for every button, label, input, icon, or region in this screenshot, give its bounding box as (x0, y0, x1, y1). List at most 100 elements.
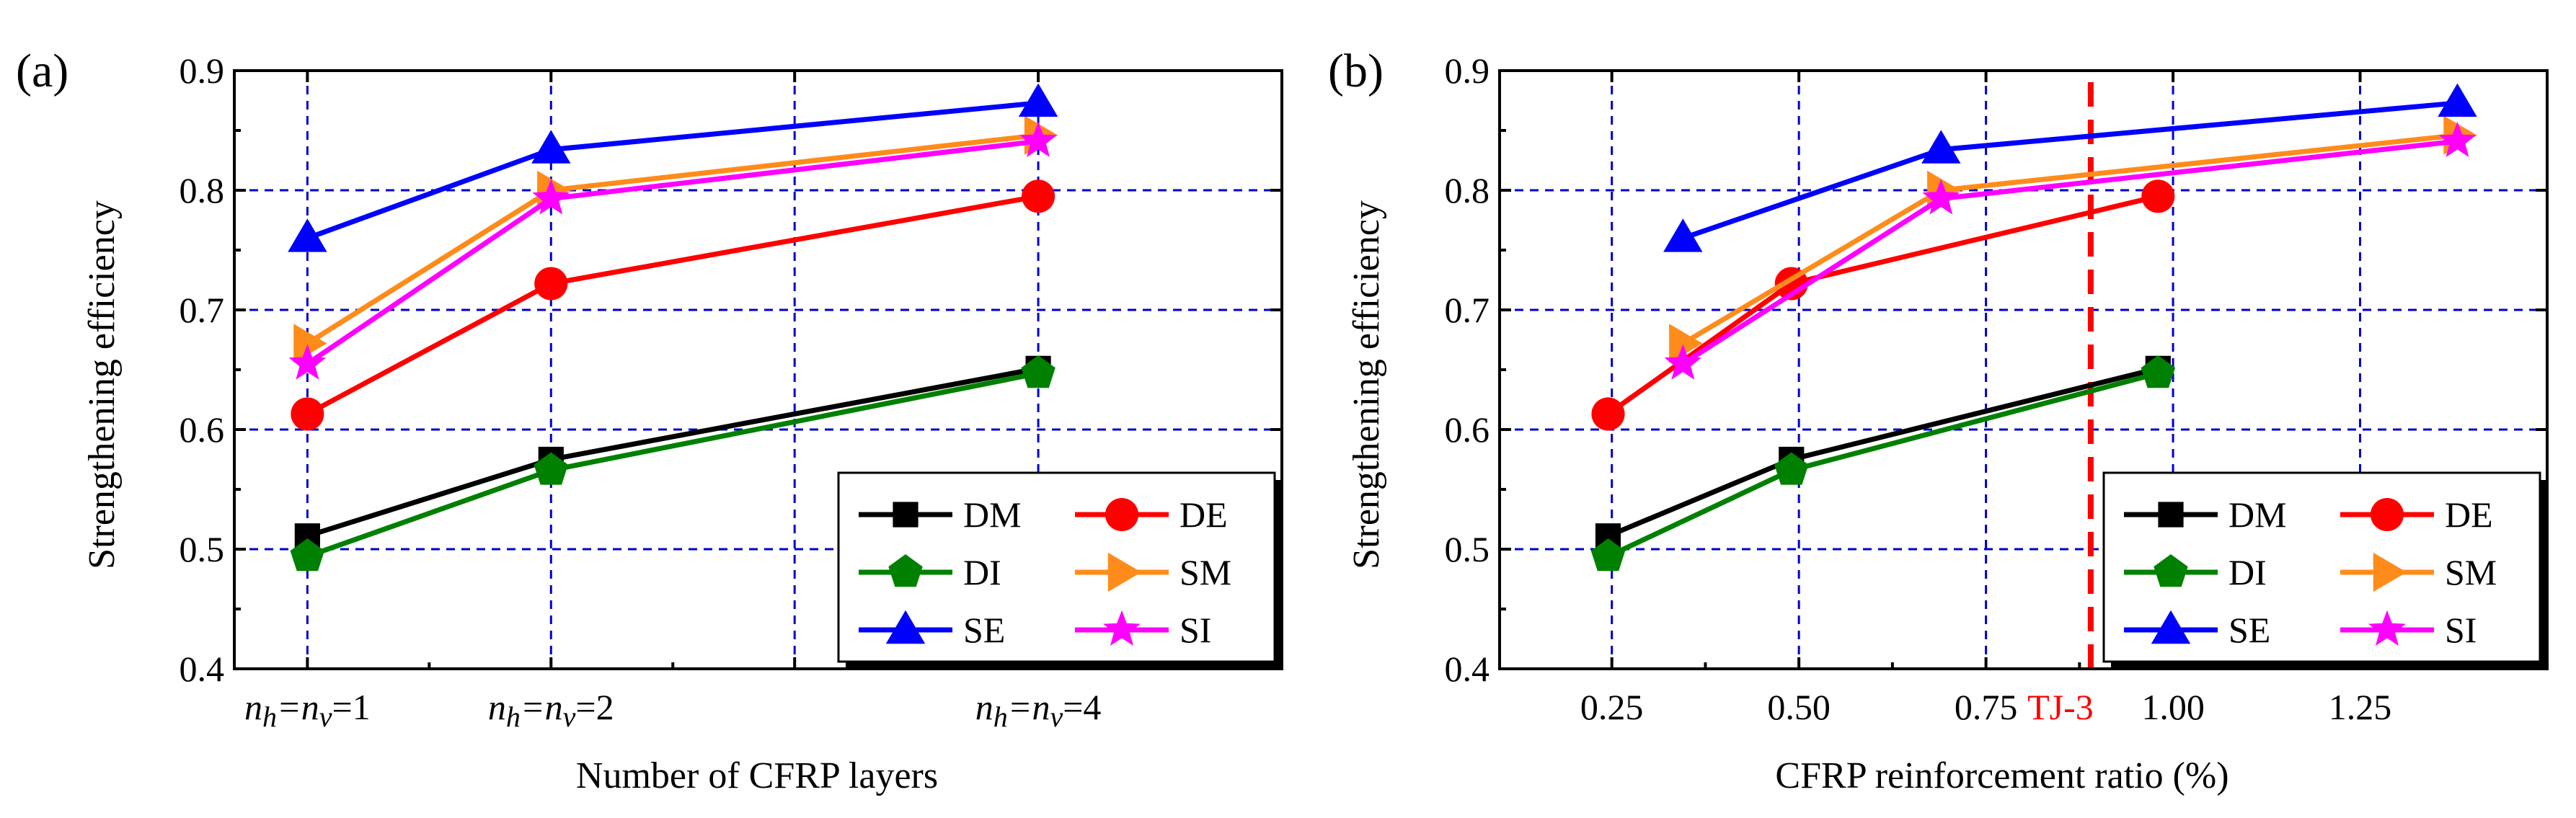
y-tick-label: 0.7 (180, 290, 225, 330)
data-point-se (1921, 130, 1961, 164)
data-point-di (290, 538, 325, 572)
series-group-b (1590, 83, 2477, 572)
plot-frame-a (233, 69, 1283, 670)
data-point-se (2438, 83, 2477, 117)
plot-frame-b (1498, 69, 2549, 670)
legend-marker-si (1103, 610, 1141, 646)
data-point-de (534, 267, 568, 301)
series-si (1664, 121, 2477, 380)
annotation-label: TJ-3 (2027, 687, 2094, 727)
legend-label: DI (2228, 552, 2267, 592)
series-se (1663, 83, 2477, 252)
legend-label: SI (2445, 610, 2477, 650)
y-tick-label: 0.9 (180, 50, 225, 91)
data-point-di (1590, 538, 1626, 572)
data-point-si (532, 179, 570, 215)
y-ticks-a: 0.4 0.5 0.6 0.7 0.8 0.9 (180, 50, 1282, 689)
legend-item-se: SE (859, 610, 1005, 650)
data-point-si (2438, 121, 2477, 157)
legend-item-sm: SM (1075, 552, 1231, 592)
legend-item-dm: DM (859, 494, 1022, 535)
x-tick-label: 1.00 (2141, 687, 2205, 727)
data-point-di (1774, 452, 1809, 485)
series-line-di (1607, 370, 2159, 559)
series-line-de (1606, 193, 2159, 417)
legend-a: DM DE DI SM SE SI (837, 471, 1282, 669)
y-tick-label: 0.4 (1445, 649, 1490, 689)
series-se (288, 83, 1058, 252)
legend-marker-de (1105, 497, 1139, 532)
legend-label: DI (963, 552, 1001, 592)
data-point-si (1664, 344, 1702, 380)
y-tick-label: 0.6 (180, 409, 225, 450)
legend-item-se: SE (2124, 610, 2270, 650)
y-ticks-b: 0.4 0.5 0.6 0.7 0.8 0.9 (1445, 50, 2547, 689)
data-point-si (1922, 179, 1960, 215)
legend-label: DM (2228, 494, 2287, 535)
legend-label: DE (2445, 494, 2493, 535)
data-point-sm (1669, 324, 1703, 363)
x-tick-label: 0.75 (1955, 687, 2018, 727)
x-tick-label: nh=nv=1 (244, 687, 371, 733)
legend-label: SI (1179, 610, 1211, 650)
data-point-de (291, 397, 324, 431)
legend-marker-se (885, 610, 926, 644)
legend-label: SE (963, 610, 1005, 650)
x-axis-title-a: Number of CFRP layers (576, 755, 938, 796)
x-tick-label: 0.25 (1580, 687, 1644, 727)
y-tick-label: 0.9 (1445, 50, 1490, 91)
legend-label: DE (1179, 494, 1228, 535)
panel-label-a: (a) (16, 45, 68, 97)
x-tick-label: 1.25 (2329, 687, 2392, 727)
chart-panel-a: (a) Strengthening efficiency Number of C… (16, 45, 1283, 796)
x-ticks-a: nh=nv=1 nh=nv=2 nh=nv=4 (244, 71, 1101, 733)
y-tick-label: 0.7 (1445, 290, 1490, 330)
legend-marker-dm (893, 502, 919, 528)
x-tick-label: 0.50 (1767, 687, 1831, 727)
legend-label: SM (1179, 552, 1231, 592)
x-tick-label: nh=nv=2 (488, 687, 614, 733)
y-tick-label: 0.5 (1445, 529, 1490, 569)
data-point-di (2141, 355, 2176, 388)
series-line-sm (306, 133, 1039, 346)
data-point-si (288, 344, 327, 380)
data-point-se (288, 218, 327, 252)
legend-b: DM DE DI SM SE SI (2102, 471, 2547, 669)
grid-a (234, 71, 1282, 669)
data-point-de (1022, 179, 1055, 213)
x-ticks-b: 0.25 0.50 0.75 1.00 1.25 (1580, 71, 2391, 727)
legend-item-de: DE (2340, 494, 2493, 535)
legend-item-dm: DM (2124, 494, 2287, 535)
data-point-de (1591, 397, 1625, 431)
legend-item-sm: SM (2340, 552, 2497, 592)
legend-item-si: SI (2340, 610, 2477, 650)
y-axis-title-a: Strengthening efficiency (81, 200, 123, 569)
legend-item-si: SI (1075, 610, 1211, 650)
y-tick-label: 0.6 (1445, 409, 1490, 450)
data-point-si (1019, 121, 1057, 157)
series-si (288, 121, 1057, 380)
y-axis-title-b: Strengthening efficiency (1346, 200, 1387, 569)
legend-item-de: DE (1075, 494, 1228, 535)
data-point-se (1018, 83, 1058, 117)
grid-b (1500, 71, 2547, 669)
legend-item-di: DI (859, 552, 1001, 592)
legend-marker-se (2151, 610, 2191, 644)
legend-label: DM (963, 494, 1022, 535)
data-point-de (2141, 179, 2175, 213)
data-point-sm (293, 324, 327, 363)
series-line-de (306, 193, 1039, 417)
legend-item-di: DI (2124, 552, 2267, 592)
series-di (1590, 355, 2176, 572)
series-di (290, 355, 1055, 572)
y-tick-label: 0.8 (1445, 170, 1490, 210)
legend-label: SM (2445, 552, 2497, 592)
data-point-se (1663, 218, 1703, 252)
legend-marker-si (2368, 610, 2406, 646)
chart-panel-b: (b) Strengthening efficiency CFRP reinfo… (1328, 45, 2549, 796)
panel-label-b: (b) (1328, 45, 1384, 97)
legend-marker-di (2154, 554, 2188, 587)
x-axis-title-b: CFRP reinforcement ratio (%) (1775, 755, 2228, 796)
x-tick-label: nh=nv=4 (975, 687, 1102, 733)
